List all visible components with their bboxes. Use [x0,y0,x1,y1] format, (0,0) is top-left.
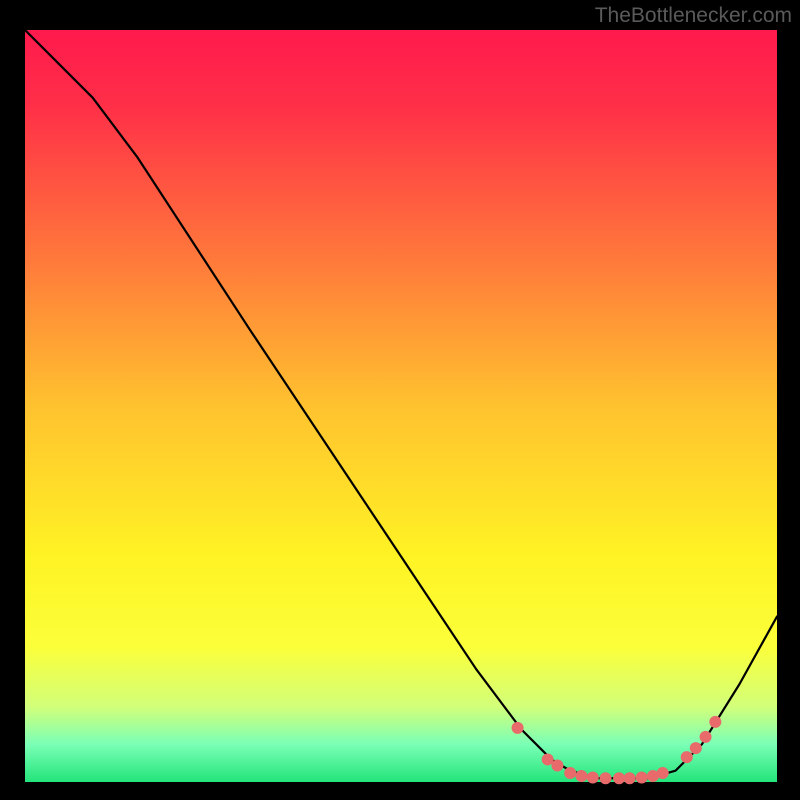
marker-dot [657,767,669,779]
plot-background [25,30,777,782]
watermark-text: TheBottlenecker.com [595,4,792,28]
bottleneck-curve-chart [0,0,800,800]
marker-dot [613,772,625,784]
marker-dot [700,731,712,743]
marker-dot [564,767,576,779]
marker-dot [690,742,702,754]
marker-dot [587,771,599,783]
marker-dot [551,759,563,771]
marker-dot [681,751,693,763]
marker-dot [600,772,612,784]
marker-dot [512,722,524,734]
marker-dot [575,770,587,782]
marker-dot [709,716,721,728]
marker-dot [624,772,636,784]
marker-dot [636,771,648,783]
chart-frame: TheBottlenecker.com [0,0,800,800]
